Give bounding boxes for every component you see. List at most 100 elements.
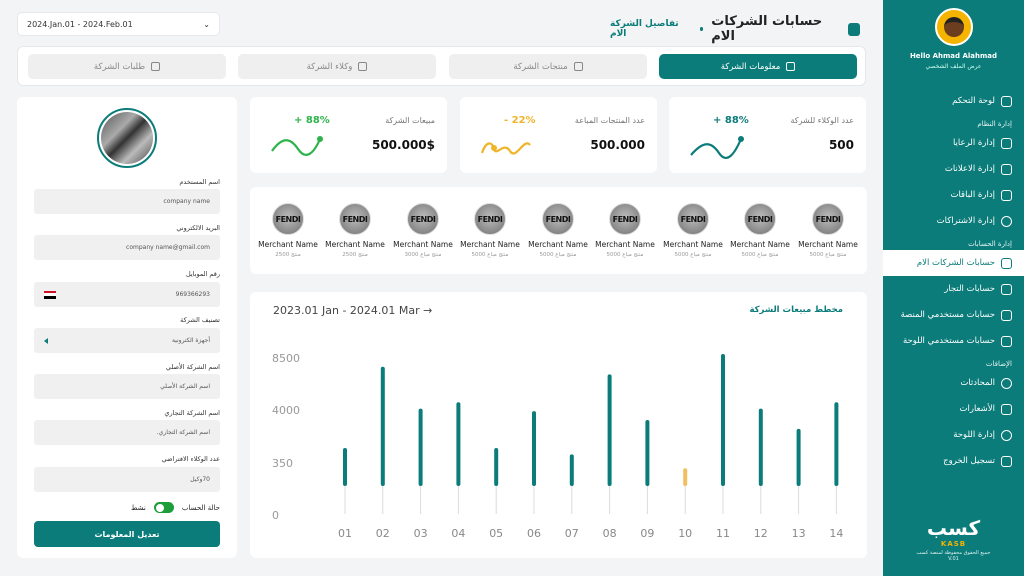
sidebar-item-panel-users[interactable]: حسابات مستخدمي اللوحة bbox=[883, 328, 1024, 354]
tab-company-agents[interactable]: وكلاء الشركة bbox=[238, 54, 436, 79]
chart-bar[interactable] bbox=[834, 402, 839, 486]
sidebar-item-label: حسابات الشركات الام bbox=[916, 258, 995, 268]
agents-count-field[interactable]: 70 وكيل bbox=[34, 467, 220, 492]
date-range-select[interactable]: 2024.Jan.01 - 2024.Feb.01 ⌄ bbox=[17, 12, 220, 36]
trade-name-placeholder: اسم الشركة التجاري. bbox=[156, 429, 210, 436]
sidebar-item-label: إدارة الاشتراكات bbox=[936, 216, 995, 226]
stat-card-sales: مبيعات الشركة 500.000$ + 88% bbox=[250, 97, 447, 173]
tab-label: منتجات الشركة bbox=[513, 61, 568, 72]
page-title: حسابات الشركات الام bbox=[711, 14, 823, 44]
x-tick-label: 06 bbox=[527, 527, 541, 540]
username-field[interactable]: company name bbox=[34, 189, 220, 214]
trade-name-field[interactable]: اسم الشركة التجاري. bbox=[34, 420, 220, 445]
x-tick-label: 01 bbox=[338, 527, 352, 540]
user-icon bbox=[1001, 335, 1012, 347]
sidebar-item-subscriptions[interactable]: إدارة الاشتراكات bbox=[883, 208, 1024, 234]
merchant-card[interactable]: FENDI Merchant Name 3000 منتج مباع bbox=[390, 203, 456, 258]
chart-range-selector[interactable]: 2023.01 Jan - 2024.01 Mar → bbox=[273, 304, 433, 317]
sidebar-item-chats[interactable]: المحادثات bbox=[883, 370, 1024, 396]
sidebar-item-ads[interactable]: إدارة الاعلانات bbox=[883, 156, 1024, 182]
view-profile-link[interactable]: عرض الملف الشخصي bbox=[925, 63, 982, 70]
phone-field[interactable]: 969366293 bbox=[34, 282, 220, 307]
x-tick-label: 07 bbox=[565, 527, 579, 540]
chart-bar[interactable] bbox=[721, 354, 725, 486]
cart-icon bbox=[1001, 309, 1012, 321]
merchant-card[interactable]: FENDI Merchant Name 5000 منتج مباع bbox=[592, 203, 658, 258]
x-tick-label: 08 bbox=[603, 527, 617, 540]
chart-icon bbox=[786, 62, 796, 71]
sidebar-item-platform-users[interactable]: حسابات مستخدمي المنصة bbox=[883, 302, 1024, 328]
merchant-logo: FENDI bbox=[609, 203, 641, 235]
chart-bar[interactable] bbox=[683, 468, 688, 486]
chat-icon bbox=[1001, 377, 1012, 389]
company-profile-form: اسم المستخدم company name البريد الالكتر… bbox=[17, 97, 237, 558]
chart-bar[interactable] bbox=[569, 454, 574, 486]
merchant-card[interactable]: FENDI Merchant Name 5000 منتج مباع bbox=[457, 203, 523, 258]
sidebar-item-packages[interactable]: إدارة الباقات bbox=[883, 182, 1024, 208]
original-name-field[interactable]: اسم الشركة الأصلي bbox=[34, 374, 220, 399]
flag-icon[interactable] bbox=[44, 290, 56, 299]
email-field[interactable]: company name@gmail.com bbox=[34, 235, 220, 260]
sidebar-profile: Hello Ahmad Alahmad عرض الملف الشخصي bbox=[883, 0, 1024, 70]
sidebar-item-subjects[interactable]: إدارة الرعايا bbox=[883, 130, 1024, 156]
status-toggle[interactable] bbox=[153, 502, 174, 513]
bell-icon bbox=[1001, 403, 1012, 415]
sales-bar-chart: 8500 4000 350 0 01 02 03 04 05 06 07 08 09 10 11 12 13 14 bbox=[272, 352, 843, 540]
company-photo[interactable] bbox=[97, 108, 157, 168]
category-select[interactable]: أجهزة الكترونية bbox=[34, 328, 220, 353]
date-range-value: 2024.Jan.01 - 2024.Feb.01 bbox=[27, 19, 133, 29]
original-name-placeholder: اسم الشركة الأصلي bbox=[160, 383, 210, 390]
merchant-card[interactable]: FENDI Merchant Name 5000 منتج مباع bbox=[660, 203, 726, 258]
merchant-card[interactable]: FENDI Merchant Name 5000 منتج مباع bbox=[795, 203, 861, 258]
sidebar-item-parent-companies[interactable]: حسابات الشركات الام bbox=[883, 250, 1024, 276]
sidebar-section-system: إدارة النظام bbox=[977, 120, 1012, 128]
chart-bar[interactable] bbox=[418, 408, 423, 486]
chart-bar[interactable] bbox=[532, 411, 536, 486]
chart-bar[interactable] bbox=[758, 408, 763, 486]
edit-info-button[interactable]: تعديل المعلومات bbox=[34, 521, 220, 547]
tab-label: معلومات الشركة bbox=[720, 61, 781, 72]
avatar[interactable] bbox=[934, 8, 973, 46]
sidebar-item-label: إدارة اللوحة bbox=[953, 430, 995, 440]
chart-bar[interactable] bbox=[343, 447, 347, 486]
agents-count-label: عدد الوكلاء الافتراضي bbox=[161, 455, 220, 463]
y-tick-label: 4000 bbox=[272, 404, 300, 417]
merchant-sales: 5000 منتج مباع bbox=[539, 252, 577, 258]
sidebar-item-panel-settings[interactable]: إدارة اللوحة bbox=[883, 422, 1024, 448]
tab-company-products[interactable]: منتجات الشركة bbox=[449, 54, 647, 79]
phone-value: 969366293 bbox=[175, 291, 210, 298]
sidebar-item-dashboard[interactable]: لوحة التحكم bbox=[883, 88, 1024, 114]
merchant-card[interactable]: FENDI Merchant Name 5000 منتج مباع bbox=[727, 203, 793, 258]
chart-bar[interactable] bbox=[607, 374, 612, 486]
agents-count-value: 70 bbox=[202, 476, 210, 483]
sidebar-item-logout[interactable]: تسجيل الخروج bbox=[883, 448, 1024, 474]
stat-change: + 88% bbox=[713, 115, 749, 126]
sidebar: Hello Ahmad Alahmad عرض الملف الشخصي لوح… bbox=[883, 0, 1024, 576]
y-tick-label: 0 bbox=[272, 509, 279, 522]
chart-bar[interactable] bbox=[494, 447, 499, 486]
merchant-sales: 5000 منتج مباع bbox=[741, 252, 779, 258]
sidebar-section-extras: الإضافات bbox=[985, 360, 1012, 368]
brand-logo: كسب KASB جميع الحقوق محفوظة لمنصة كسب V.… bbox=[883, 516, 1024, 562]
tab-company-orders[interactable]: طلبات الشركة bbox=[28, 54, 226, 79]
sidebar-item-merchants[interactable]: حسابات التجار bbox=[883, 276, 1024, 302]
merchant-logo: FENDI bbox=[812, 203, 844, 235]
sidebar-item-label: تسجيل الخروج bbox=[943, 456, 995, 466]
chart-bar[interactable] bbox=[380, 366, 385, 486]
sidebar-item-notifications[interactable]: الأشعارات bbox=[883, 396, 1024, 422]
megaphone-icon bbox=[1001, 163, 1012, 175]
merchant-card[interactable]: FENDI Merchant Name 5000 منتج مباع bbox=[525, 203, 591, 258]
merchant-sales: 5000 منتج مباع bbox=[471, 252, 509, 258]
company-tabs: معلومات الشركة منتجات الشركة وكلاء الشرك… bbox=[17, 46, 866, 86]
merchant-name: Merchant Name bbox=[798, 240, 858, 249]
tab-company-info[interactable]: معلومات الشركة bbox=[659, 54, 857, 79]
category-value: أجهزة الكترونية bbox=[171, 337, 210, 344]
merchant-sales: 2500 منتج bbox=[342, 252, 368, 258]
merchant-card[interactable]: FENDI Merchant Name 2500 منتج bbox=[322, 203, 388, 258]
chart-bar[interactable] bbox=[456, 402, 461, 486]
chart-bar[interactable] bbox=[645, 420, 650, 486]
chart-bar[interactable] bbox=[796, 428, 801, 486]
merchant-card[interactable]: FENDI Merchant Name 2500 منتج bbox=[255, 203, 321, 258]
merchant-name: Merchant Name bbox=[460, 240, 520, 249]
merchant-sales: 3000 منتج مباع bbox=[404, 252, 442, 258]
